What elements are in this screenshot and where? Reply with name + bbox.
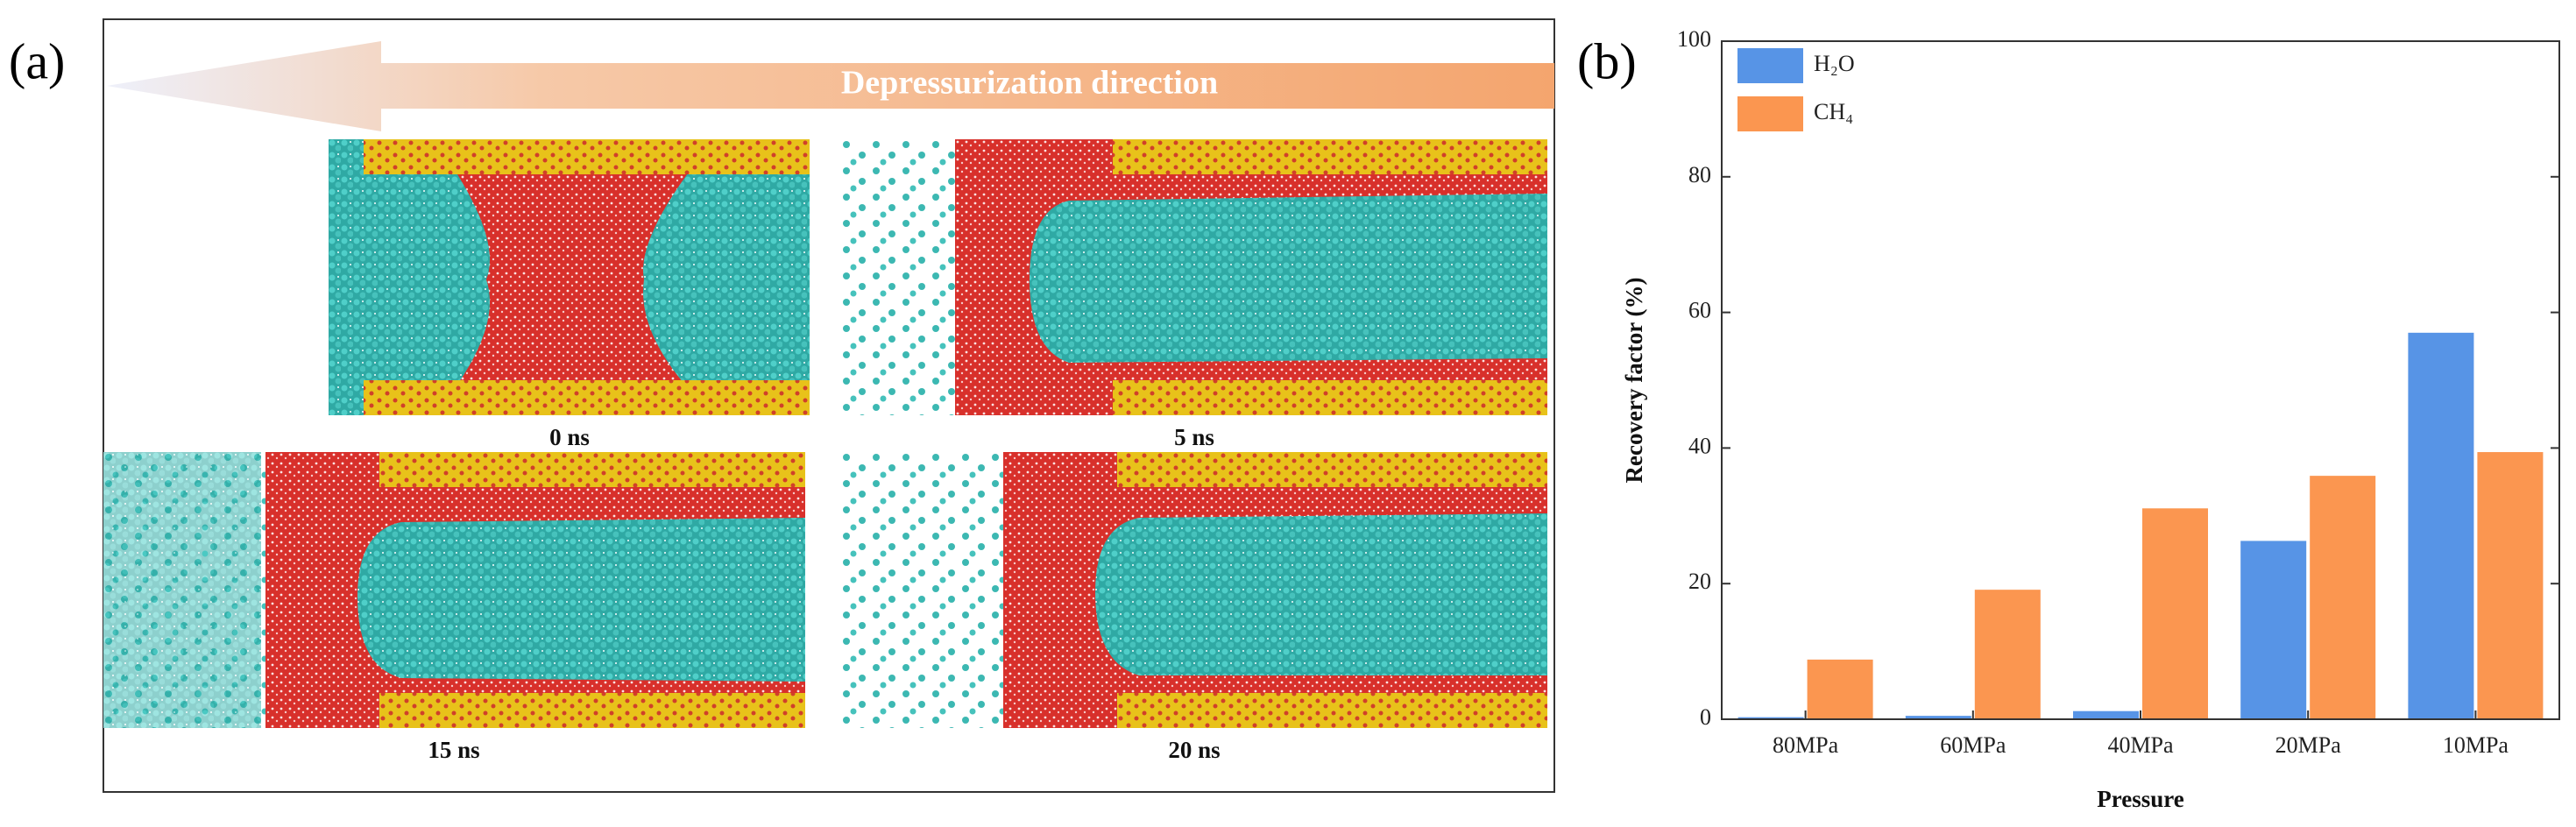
x-axis-title: Pressure: [2097, 786, 2183, 812]
x-tick-label: 10MPa: [2443, 732, 2509, 758]
bar: [2477, 452, 2544, 719]
panel-label: (b): [1577, 32, 1637, 89]
y-tick-label: 80: [1688, 162, 1711, 187]
legend-label: CH₄: [1814, 99, 1853, 124]
panel-frame: [103, 18, 1555, 793]
y-tick-label: 20: [1688, 569, 1711, 594]
y-tick-label: 60: [1688, 298, 1711, 323]
panel-label: (a): [9, 32, 65, 89]
snapshot-label: 15 ns: [428, 737, 479, 763]
bar: [1974, 590, 2041, 719]
bar: [1737, 717, 1804, 719]
snapshot-image: [329, 139, 810, 415]
y-axis-title: Recovery factor (%): [1621, 278, 1647, 484]
legend-label: H₂O: [1814, 51, 1855, 76]
y-tick-label: 0: [1700, 704, 1711, 730]
snapshot-label: 20 ns: [1168, 737, 1220, 763]
x-tick-label: 20MPa: [2275, 732, 2342, 758]
bar: [2240, 541, 2307, 719]
bar: [2073, 710, 2139, 719]
bar: [1807, 659, 1873, 719]
bar: [1905, 716, 1971, 719]
legend-swatch: [1737, 48, 1803, 83]
snapshot-image: [841, 139, 1547, 415]
direction-arrow: [107, 41, 1554, 131]
arrow-text: Depressurization direction: [841, 65, 1218, 102]
legend-swatch: [1737, 96, 1803, 131]
snapshot-image: [103, 452, 805, 728]
bar: [2142, 508, 2208, 719]
bar: [2408, 332, 2474, 719]
snapshot-image: [841, 452, 1547, 728]
snapshot-label: 0 ns: [549, 424, 590, 450]
bar: [2310, 476, 2376, 719]
y-tick-label: 40: [1688, 433, 1711, 458]
x-tick-label: 60MPa: [1940, 732, 2006, 758]
y-tick-label: 100: [1677, 26, 1711, 52]
x-tick-label: 40MPa: [2107, 732, 2174, 758]
snapshot-label: 5 ns: [1174, 424, 1214, 450]
x-tick-label: 80MPa: [1773, 732, 1839, 758]
